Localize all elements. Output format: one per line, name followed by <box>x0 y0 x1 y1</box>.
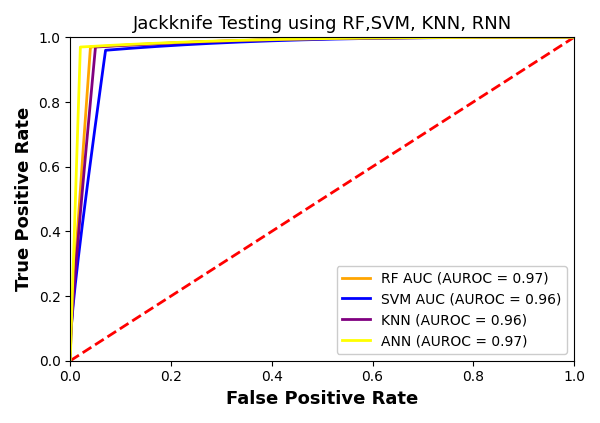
Legend: RF AUC (AUROC = 0.97), SVM AUC (AUROC = 0.96), KNN (AUROC = 0.96), ANN (AUROC = : RF AUC (AUROC = 0.97), SVM AUC (AUROC = … <box>337 266 567 354</box>
ANN (AUROC = 0.97) <box>289 37 296 42</box>
Line: ANN (AUROC = 0.97): ANN (AUROC = 0.97) <box>70 37 574 361</box>
SVM AUC (AUROC = 0.96) <box>469 35 476 40</box>
KNN (AUROC = 0.96) <box>67 358 74 363</box>
Line: RF AUC (AUROC = 0.97): RF AUC (AUROC = 0.97) <box>70 37 574 361</box>
SVM AUC (AUROC = 0.96) <box>118 47 125 52</box>
SVM AUC (AUROC = 0.96) <box>67 358 74 363</box>
Line: SVM AUC (AUROC = 0.96): SVM AUC (AUROC = 0.96) <box>70 37 574 361</box>
RF AUC (AUROC = 0.97) <box>289 37 296 42</box>
SVM AUC (AUROC = 0.96) <box>460 35 467 40</box>
RF AUC (AUROC = 0.97) <box>571 35 578 40</box>
SVM AUC (AUROC = 0.96) <box>571 35 578 40</box>
KNN (AUROC = 0.96) <box>289 37 296 42</box>
ANN (AUROC = 0.97) <box>413 35 420 40</box>
RF AUC (AUROC = 0.97) <box>413 35 420 40</box>
KNN (AUROC = 0.96) <box>271 37 278 42</box>
ANN (AUROC = 0.97) <box>460 35 467 40</box>
RF AUC (AUROC = 0.97) <box>118 43 125 48</box>
Line: KNN (AUROC = 0.96): KNN (AUROC = 0.96) <box>70 37 574 361</box>
SVM AUC (AUROC = 0.96) <box>413 35 420 40</box>
SVM AUC (AUROC = 0.96) <box>289 38 296 43</box>
ANN (AUROC = 0.97) <box>469 35 476 40</box>
ANN (AUROC = 0.97) <box>571 35 578 40</box>
KNN (AUROC = 0.96) <box>460 35 467 40</box>
X-axis label: False Positive Rate: False Positive Rate <box>226 390 418 408</box>
KNN (AUROC = 0.96) <box>118 43 125 48</box>
RF AUC (AUROC = 0.97) <box>460 35 467 40</box>
Title: Jackknife Testing using RF,SVM, KNN, RNN: Jackknife Testing using RF,SVM, KNN, RNN <box>133 15 512 33</box>
KNN (AUROC = 0.96) <box>469 35 476 40</box>
Y-axis label: True Positive Rate: True Positive Rate <box>15 107 33 291</box>
ANN (AUROC = 0.97) <box>118 42 125 47</box>
RF AUC (AUROC = 0.97) <box>67 358 74 363</box>
RF AUC (AUROC = 0.97) <box>469 35 476 40</box>
ANN (AUROC = 0.97) <box>271 37 278 42</box>
RF AUC (AUROC = 0.97) <box>271 37 278 42</box>
KNN (AUROC = 0.96) <box>413 35 420 40</box>
KNN (AUROC = 0.96) <box>571 35 578 40</box>
ANN (AUROC = 0.97) <box>67 358 74 363</box>
SVM AUC (AUROC = 0.96) <box>271 38 278 43</box>
